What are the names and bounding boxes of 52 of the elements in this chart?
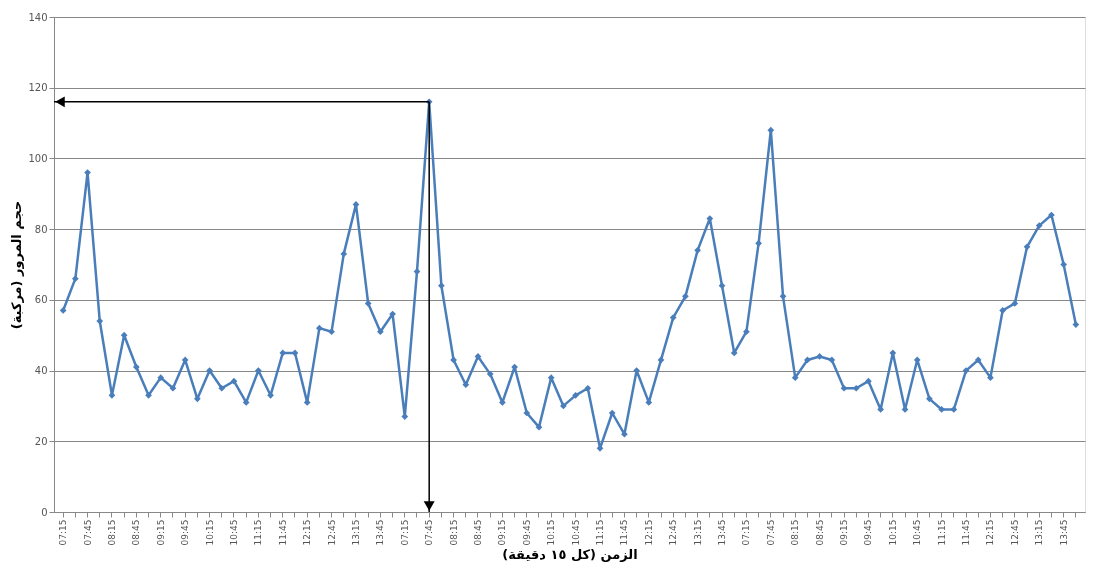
x-axis-title: الزمن (كل ١٥ دقيقة) <box>502 547 638 563</box>
x-tick-label: 09:45 <box>180 519 191 546</box>
x-tick-label: 10:45 <box>912 519 923 546</box>
x-tick-label: 10:45 <box>228 519 239 546</box>
x-tick-label: 13:45 <box>717 519 728 546</box>
y-tick-label: 120 <box>28 82 48 94</box>
x-tick-label: 09:15 <box>155 519 166 546</box>
x-tick-label: 11:45 <box>619 519 630 546</box>
x-tick-label: 08:15 <box>448 519 459 546</box>
x-tick-label: 12:15 <box>985 519 996 546</box>
x-tick-label: 09:45 <box>521 519 532 546</box>
x-tick-label: 10:15 <box>887 519 898 546</box>
x-tick-label: 12:45 <box>668 519 679 546</box>
y-tick-label: 140 <box>28 11 48 23</box>
x-tick-label: 07:45 <box>765 519 776 546</box>
y-tick-label: 60 <box>34 294 48 306</box>
x-tick-label: 12:15 <box>302 519 313 546</box>
x-tick-label: 10:15 <box>546 519 557 546</box>
x-tick-label: 11:45 <box>961 519 972 546</box>
x-tick-label: 07:15 <box>741 519 752 546</box>
y-tick-label: 0 <box>41 506 48 518</box>
x-tick-label: 08:45 <box>472 519 483 546</box>
x-tick-label: 08:45 <box>131 519 142 546</box>
x-tick-label: 11:45 <box>277 519 288 546</box>
x-tick-label: 12:45 <box>326 519 337 546</box>
x-tick-label: 13:45 <box>1058 519 1069 546</box>
x-tick-label: 12:45 <box>1009 519 1020 546</box>
x-tick-label: 10:45 <box>570 519 581 546</box>
x-tick-label: 13:15 <box>692 519 703 546</box>
x-tick-label: 08:15 <box>106 519 117 546</box>
x-tick-label: 07:15 <box>58 519 69 546</box>
x-tick-label: 07:45 <box>82 519 93 546</box>
x-tick-label: 09:45 <box>863 519 874 546</box>
y-tick-label: 80 <box>34 223 48 235</box>
x-tick-label: 07:45 <box>424 519 435 546</box>
x-tick-label: 08:15 <box>790 519 801 546</box>
y-tick-label: 20 <box>34 435 48 447</box>
x-tick-label: 07:15 <box>399 519 410 546</box>
x-tick-label: 13:15 <box>1034 519 1045 546</box>
x-tick-label: 09:15 <box>839 519 850 546</box>
y-tick-label: 100 <box>28 152 48 164</box>
x-tick-label: 12:15 <box>643 519 654 546</box>
x-tick-label: 11:15 <box>595 519 605 546</box>
x-tick-label: 11:15 <box>936 519 947 546</box>
x-tick-label: 11:15 <box>253 519 264 546</box>
x-tick-label: 09:15 <box>497 519 508 546</box>
x-tick-label: 08:45 <box>814 519 825 546</box>
y-axis-title: حجم المرور (مركبة) <box>9 200 25 330</box>
x-tick-label: 10:15 <box>204 519 215 546</box>
x-tick-label: 13:15 <box>350 519 361 546</box>
x-tick-label: 13:45 <box>375 519 386 546</box>
y-tick-label: 40 <box>34 365 48 377</box>
